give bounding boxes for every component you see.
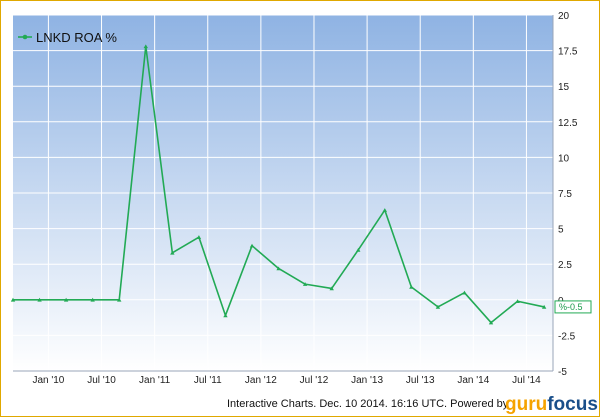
data-point[interactable] bbox=[515, 299, 520, 304]
data-point[interactable] bbox=[37, 297, 42, 302]
legend: LNKD ROA % bbox=[18, 30, 117, 45]
y-tick-label: 2.5 bbox=[558, 260, 572, 271]
x-tick-label: Jan '12 bbox=[245, 375, 277, 386]
data-point[interactable] bbox=[409, 284, 414, 289]
x-tick-label: Jan '10 bbox=[32, 375, 64, 386]
data-point[interactable] bbox=[90, 297, 95, 302]
footer-caption: Interactive Charts. Dec. 10 2014. 16:16 … bbox=[227, 398, 509, 410]
brand-focus: focus bbox=[547, 394, 598, 415]
y-tick-label: 12.5 bbox=[558, 118, 578, 129]
y-tick-label: 7.5 bbox=[558, 189, 572, 200]
data-point[interactable] bbox=[462, 290, 467, 295]
data-point[interactable] bbox=[276, 266, 281, 271]
legend-marker bbox=[22, 34, 28, 40]
legend-label: LNKD ROA % bbox=[36, 30, 117, 45]
series-layer: %-0.5 bbox=[10, 44, 592, 325]
x-tick-label: Jul '12 bbox=[300, 375, 329, 386]
data-point[interactable] bbox=[143, 44, 148, 49]
y-tick-label: 15 bbox=[558, 82, 570, 93]
brand-guru: guru bbox=[505, 394, 547, 415]
x-tick-label: Jan '14 bbox=[457, 375, 489, 386]
data-point[interactable] bbox=[170, 250, 175, 255]
data-point[interactable] bbox=[302, 282, 308, 286]
data-point[interactable] bbox=[435, 304, 441, 309]
y-tick-label: -2.5 bbox=[558, 331, 576, 342]
data-point[interactable] bbox=[356, 247, 361, 252]
data-point[interactable] bbox=[223, 313, 228, 318]
footer: Interactive Charts. Dec. 10 2014. 16:16 … bbox=[227, 394, 598, 415]
y-tick-label: -5 bbox=[558, 367, 567, 378]
y-tick-label: 10 bbox=[558, 153, 570, 164]
y-tick-label: 5 bbox=[558, 225, 564, 236]
data-point[interactable] bbox=[196, 235, 202, 239]
gurufocus-logo[interactable]: gurufocus bbox=[505, 394, 598, 415]
x-tick-label: Jul '10 bbox=[87, 375, 116, 386]
y-tick-label: 17.5 bbox=[558, 47, 578, 58]
x-tick-label: Jul '13 bbox=[406, 375, 435, 386]
data-point[interactable] bbox=[488, 320, 494, 325]
data-point[interactable] bbox=[329, 286, 334, 291]
data-point[interactable] bbox=[382, 208, 388, 212]
last-value-badge bbox=[554, 300, 592, 314]
last-value-label: %-0.5 bbox=[559, 302, 583, 312]
x-tick-label: Jan '11 bbox=[139, 375, 171, 386]
x-tick-label: Jul '14 bbox=[512, 375, 541, 386]
x-tick-label: Jul '11 bbox=[194, 375, 222, 386]
data-point[interactable] bbox=[117, 297, 122, 302]
x-tick-label: Jan '13 bbox=[351, 375, 383, 386]
data-point[interactable] bbox=[10, 297, 16, 302]
data-point[interactable] bbox=[541, 304, 547, 309]
data-point[interactable] bbox=[249, 243, 255, 248]
y-tick-label: 20 bbox=[558, 11, 570, 22]
data-point[interactable] bbox=[63, 297, 69, 302]
